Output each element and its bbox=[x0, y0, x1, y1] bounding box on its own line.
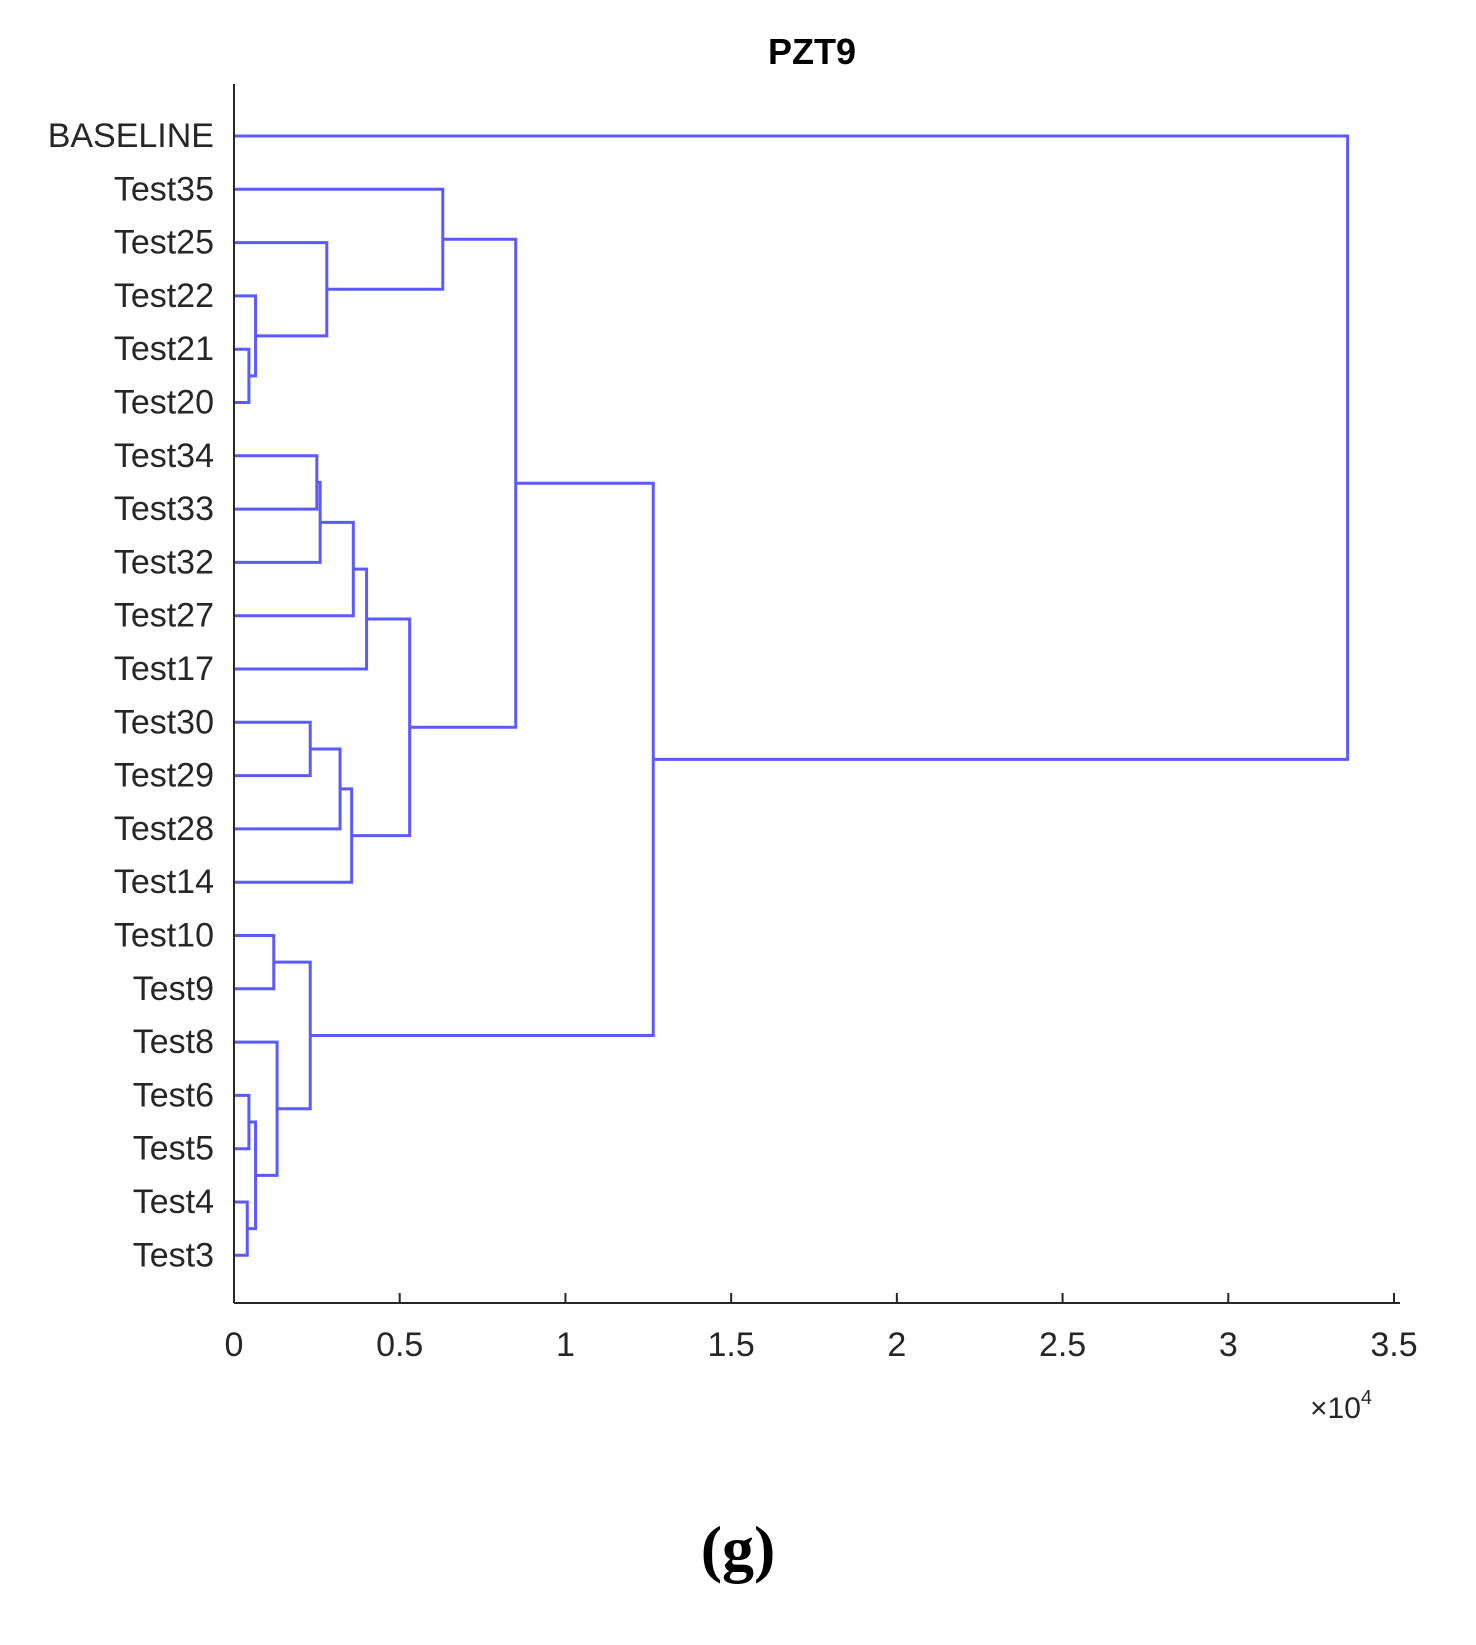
dendrogram-links bbox=[234, 134, 1350, 1257]
link-c5 bbox=[234, 454, 319, 511]
chart-title: PZT9 bbox=[768, 31, 856, 72]
link-c7 bbox=[234, 520, 355, 618]
leaf-label-test8: Test8 bbox=[133, 1023, 214, 1061]
link-c14 bbox=[234, 934, 276, 991]
link-c10 bbox=[234, 747, 342, 831]
leaf-labels: BASELINE Test35 Test25 Test22 Test21 Test20 Te… bbox=[48, 117, 214, 1274]
x-tick-label: 0.5 bbox=[376, 1326, 423, 1364]
leaf-label-test34: Test34 bbox=[114, 437, 214, 475]
leaf-label-test5: Test5 bbox=[133, 1130, 214, 1168]
link-c11 bbox=[234, 787, 354, 884]
link-c21 bbox=[234, 134, 1350, 761]
link-c9 bbox=[234, 720, 312, 778]
x-tick-label: 2 bbox=[887, 1326, 906, 1364]
leaf-label-test20: Test20 bbox=[114, 384, 214, 422]
leaf-label-test28: Test28 bbox=[114, 810, 214, 848]
x-tick-label: 0 bbox=[225, 1326, 244, 1364]
link-c6 bbox=[234, 480, 322, 564]
x-multiplier: ×104 bbox=[1310, 1387, 1372, 1425]
leaf-label-test29: Test29 bbox=[114, 757, 214, 795]
leaf-label-test27: Test27 bbox=[114, 597, 214, 635]
leaf-label-test35: Test35 bbox=[114, 170, 214, 208]
leaf-label-test17: Test17 bbox=[114, 650, 214, 688]
x-multiplier-exponent: 4 bbox=[1361, 1387, 1372, 1409]
link-c2 bbox=[234, 294, 258, 378]
leaf-label-test3: Test3 bbox=[133, 1236, 214, 1274]
link-c8 bbox=[234, 567, 369, 671]
leaf-label-test32: Test32 bbox=[114, 543, 214, 581]
x-tick-label: 1 bbox=[556, 1326, 575, 1364]
x-tick-label: 3 bbox=[1219, 1326, 1238, 1364]
leaf-label-baseline: BASELINE bbox=[48, 117, 214, 155]
x-multiplier-base: ×10 bbox=[1310, 1392, 1361, 1425]
link-c20 bbox=[310, 481, 655, 1037]
x-tick-label: 2.5 bbox=[1039, 1326, 1086, 1364]
panel-caption: (g) bbox=[700, 1513, 776, 1584]
link-c1 bbox=[234, 347, 251, 404]
leaf-label-test33: Test33 bbox=[114, 490, 214, 528]
leaf-label-test6: Test6 bbox=[133, 1076, 214, 1114]
dendrogram-chart: PZT9 BASELINE Test35 Test25 Test22 Test21 Tes… bbox=[48, 31, 1418, 1425]
leaf-label-test21: Test21 bbox=[114, 330, 214, 368]
link-c12 bbox=[351, 617, 412, 838]
leaf-label-test22: Test22 bbox=[114, 277, 214, 315]
leaf-label-test4: Test4 bbox=[133, 1183, 214, 1221]
link-c15 bbox=[234, 1093, 251, 1151]
link-c4 bbox=[234, 187, 445, 291]
link-c13 bbox=[409, 237, 518, 729]
leaf-label-test14: Test14 bbox=[114, 863, 214, 901]
leaf-label-test25: Test25 bbox=[114, 224, 214, 262]
link-c3 bbox=[234, 241, 329, 338]
x-tick-label: 1.5 bbox=[708, 1326, 755, 1364]
axes bbox=[233, 84, 1400, 1304]
leaf-label-test10: Test10 bbox=[114, 917, 214, 955]
x-tick-labels: 0 0.5 1 1.5 2 2.5 3 3.5 bbox=[225, 1326, 1418, 1364]
link-c19 bbox=[273, 960, 312, 1111]
leaf-label-test9: Test9 bbox=[133, 970, 214, 1008]
link-c16 bbox=[234, 1200, 249, 1257]
x-tick-label: 3.5 bbox=[1370, 1326, 1417, 1364]
leaf-label-test30: Test30 bbox=[114, 703, 214, 741]
